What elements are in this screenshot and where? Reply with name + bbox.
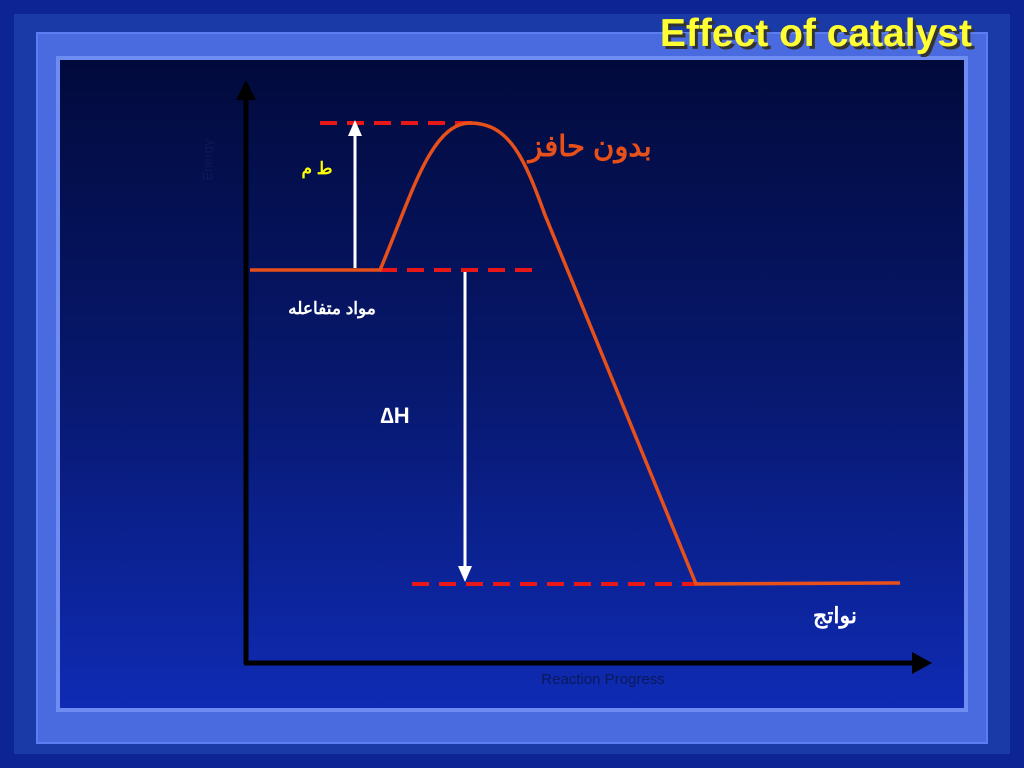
delta-h-label: ∆H bbox=[380, 403, 409, 428]
slide-title: Effect of catalyst bbox=[659, 12, 972, 55]
diagram-panel bbox=[60, 60, 964, 708]
y-axis-label: Energy bbox=[200, 139, 215, 181]
reaction-curve bbox=[250, 121, 901, 586]
activation-energy-arrowhead bbox=[348, 120, 362, 136]
activation-energy-label: ط م bbox=[302, 159, 333, 179]
curve-label: بدون حافز bbox=[526, 131, 651, 164]
x-axis-label: Reaction Progress bbox=[541, 671, 664, 688]
products-label: نواتج bbox=[813, 603, 857, 629]
delta-h-arrowhead bbox=[458, 566, 472, 582]
y-axis-arrowhead bbox=[236, 80, 256, 100]
x-axis-arrowhead bbox=[912, 652, 932, 674]
reactants-label: مواد متفاعله bbox=[288, 299, 376, 319]
